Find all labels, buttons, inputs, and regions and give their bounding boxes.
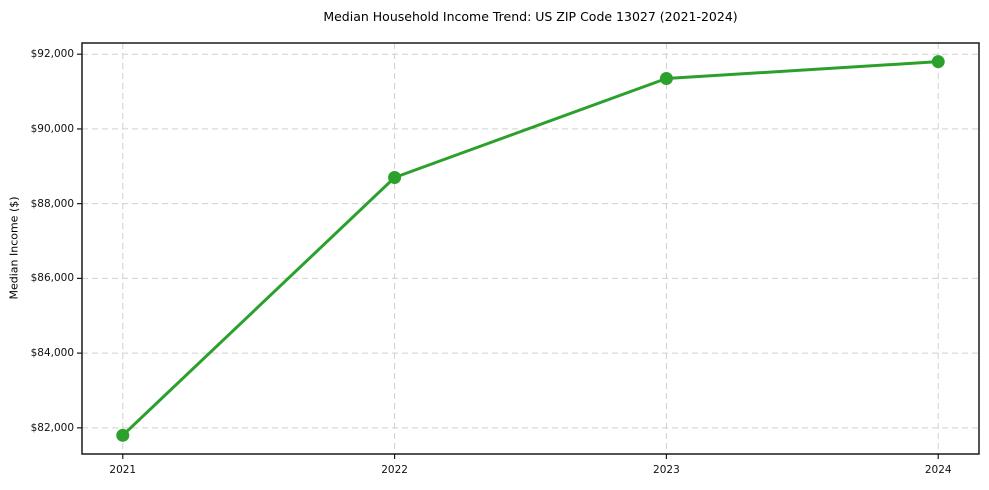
y-tick-label: $84,000 bbox=[30, 347, 74, 360]
x-tick-label: 2024 bbox=[924, 464, 952, 476]
y-tick-label: $92,000 bbox=[30, 48, 74, 61]
trend-line bbox=[121, 60, 940, 437]
x-tick-label: 2022 bbox=[381, 464, 408, 476]
data-point-2022 bbox=[388, 171, 402, 185]
y-tick-label: $90,000 bbox=[30, 122, 74, 135]
y-tick-label: $82,000 bbox=[30, 421, 74, 434]
data-point-2021 bbox=[116, 428, 130, 442]
chart-title: Median Household Income Trend: US ZIP Co… bbox=[323, 9, 738, 24]
data-point-2024 bbox=[931, 55, 945, 69]
x-tick-label: 2023 bbox=[653, 464, 680, 476]
data-point-2023 bbox=[659, 71, 673, 85]
y-tick-label: $86,000 bbox=[30, 272, 74, 285]
plot-border bbox=[81, 42, 980, 455]
y-tick-label: $88,000 bbox=[30, 197, 74, 210]
x-tick-label: 2021 bbox=[109, 464, 137, 476]
